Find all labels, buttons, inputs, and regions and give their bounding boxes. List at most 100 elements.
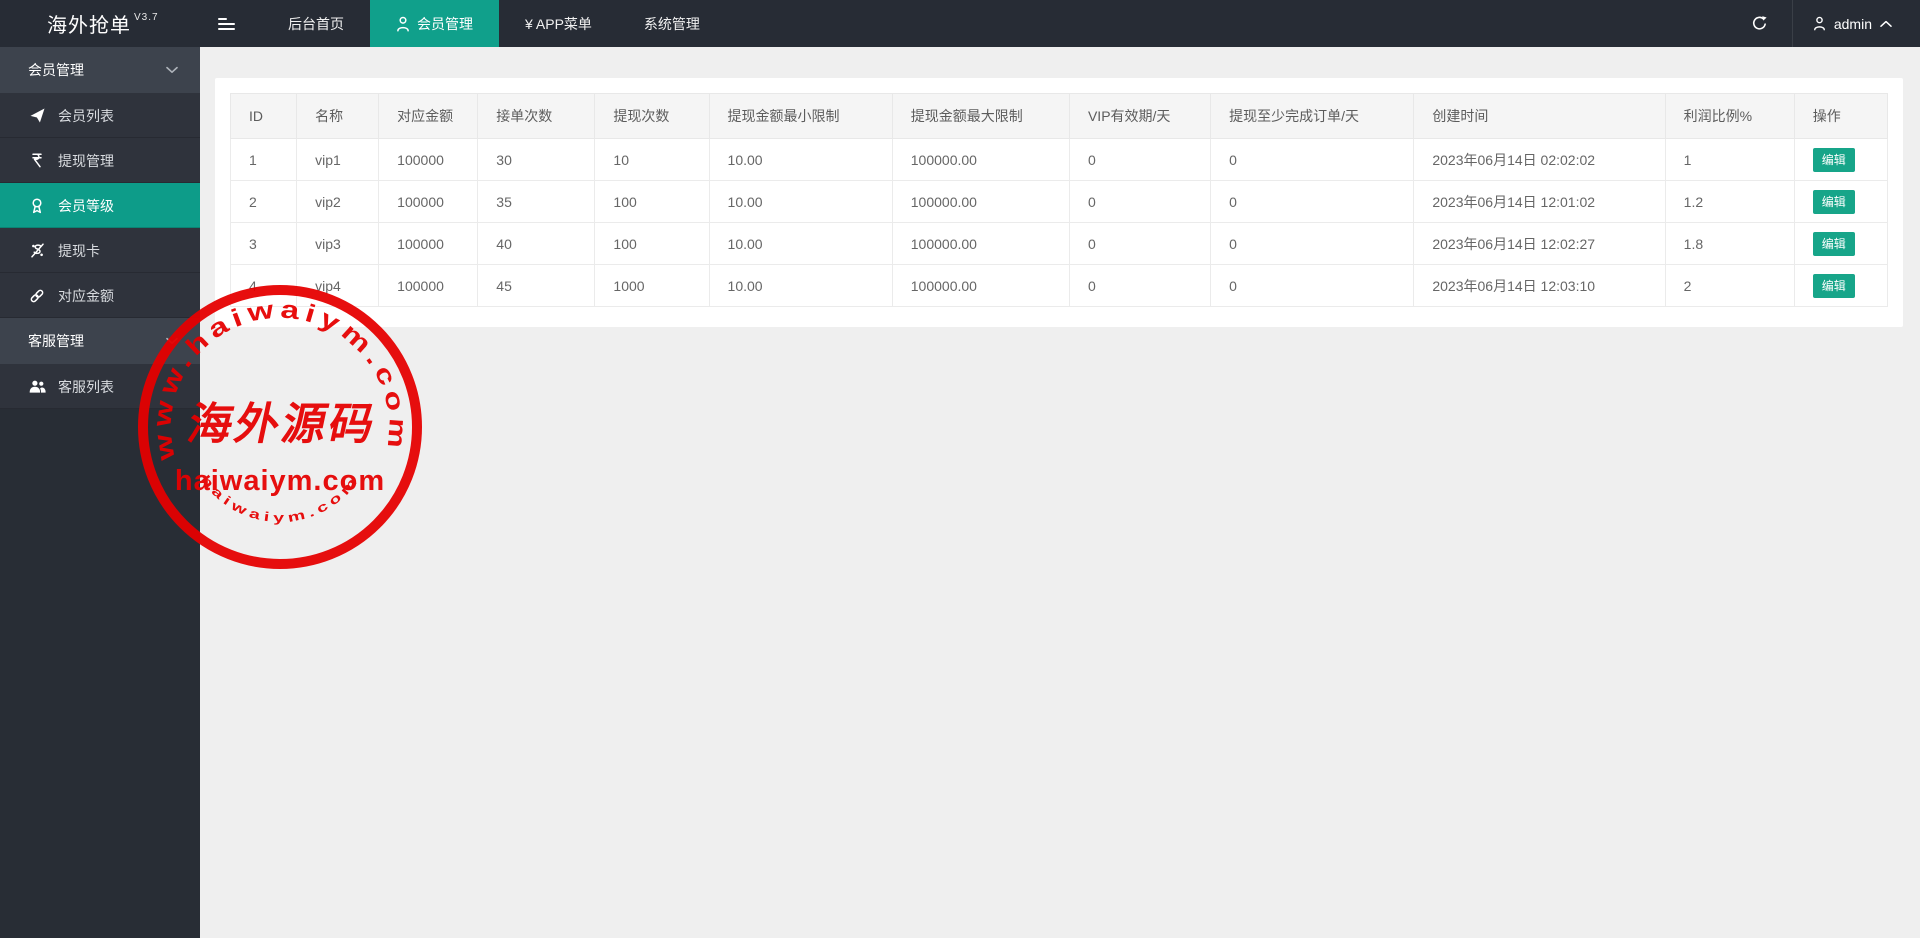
sidebar-item-withdraw-card[interactable]: 提现卡 xyxy=(0,228,200,273)
table-cell: 3 xyxy=(229,222,298,265)
refresh-button[interactable] xyxy=(1727,0,1792,47)
medal-icon xyxy=(28,197,46,214)
table-cell: 2023年06月14日 02:02:02 xyxy=(1413,138,1666,181)
sidebar-section-label: 客服管理 xyxy=(28,333,84,349)
table-cell: 0 xyxy=(1068,222,1212,265)
table-cell: 2 xyxy=(229,180,298,223)
table-cell: 100000.00 xyxy=(891,138,1070,181)
member-level-table: ID 名称 对应金额 接单次数 提现次数 提现金额最小限制 提现金额最大限制 VIP有效期/天… xyxy=(229,93,1889,307)
table-cell: 2023年06月14日 12:03:10 xyxy=(1413,264,1666,307)
actions-cell: 编辑 xyxy=(1793,180,1889,223)
table-cell: 100 xyxy=(594,222,710,265)
link-icon xyxy=(28,288,46,304)
column-header: 提现次数 xyxy=(594,93,710,139)
sidebar-item-member-level[interactable]: 会员等级 xyxy=(0,183,200,228)
chevron-down-icon xyxy=(166,337,178,344)
sidebar-section-customer-service[interactable]: 客服管理 xyxy=(0,318,200,364)
table-cell: 100000 xyxy=(378,138,479,181)
table-cell: 10.00 xyxy=(708,138,893,181)
sidebar-section-label: 会员管理 xyxy=(28,62,84,78)
column-header: 名称 xyxy=(296,93,380,139)
table-cell: 100000.00 xyxy=(891,222,1070,265)
sidebar-item-member-list[interactable]: 会员列表 xyxy=(0,93,200,138)
table-card: ID 名称 对应金额 接单次数 提现次数 提现金额最小限制 提现金额最大限制 VIP有效期/天… xyxy=(215,78,1903,327)
paper-plane-icon xyxy=(28,108,46,123)
app-title: 海外抢单 xyxy=(47,15,131,37)
tab-system-management[interactable]: 系统管理 xyxy=(618,0,726,47)
column-header: 创建时间 xyxy=(1413,93,1666,139)
table-cell: 0 xyxy=(1210,138,1415,181)
table-cell: 1.8 xyxy=(1664,222,1795,265)
sidebar-item-withdraw-management[interactable]: 提现管理 xyxy=(0,138,200,183)
rupee-icon xyxy=(28,153,46,168)
topbar: 海外抢单 V3.7 后台首页 会员管理 ¥ APP菜单 系统管理 xyxy=(0,0,1920,47)
table-cell: 100000 xyxy=(378,180,479,223)
main-content: ID 名称 对应金额 接单次数 提现次数 提现金额最小限制 提现金额最大限制 VIP有效期/天… xyxy=(200,47,1920,938)
table-body: 1 vip1 100000 30 10 10.00 100000.00 0 0 2023年06月1… xyxy=(229,138,1889,307)
tab-label: 系统管理 xyxy=(643,15,700,32)
top-navigation: 后台首页 会员管理 ¥ APP菜单 系统管理 xyxy=(262,0,726,47)
tab-label: 后台首页 xyxy=(288,15,344,32)
table-cell: 45 xyxy=(477,264,596,307)
table-cell: vip3 xyxy=(296,222,380,265)
table-cell: 0 xyxy=(1210,180,1415,223)
sidebar-item-label: 提现卡 xyxy=(58,242,100,259)
sidebar-item-customer-service-list[interactable]: 客服列表 xyxy=(0,364,200,409)
table-cell: 2023年06月14日 12:01:02 xyxy=(1413,180,1666,223)
sidebar-item-label: 会员列表 xyxy=(58,107,114,124)
table-cell: 0 xyxy=(1068,180,1212,223)
edit-button[interactable]: 编辑 xyxy=(1812,189,1855,214)
edit-button[interactable]: 编辑 xyxy=(1812,231,1855,256)
chevron-down-icon xyxy=(166,66,178,73)
column-header: 对应金额 xyxy=(378,93,479,139)
table-cell: 30 xyxy=(477,138,596,181)
actions-cell: 编辑 xyxy=(1793,138,1889,181)
table-cell: 1 xyxy=(1664,138,1795,181)
sidebar-item-label: 会员等级 xyxy=(58,197,114,214)
column-header: 提现金额最大限制 xyxy=(891,93,1070,139)
column-header: 操作 xyxy=(1793,93,1889,139)
chevron-up-icon xyxy=(1880,20,1892,27)
table-cell: 40 xyxy=(477,222,596,265)
table-cell: 0 xyxy=(1068,138,1212,181)
actions-cell: 编辑 xyxy=(1793,222,1889,265)
person-icon xyxy=(1813,16,1825,31)
tab-member-management[interactable]: 会员管理 xyxy=(370,0,499,47)
sidebar-section-member-management[interactable]: 会员管理 xyxy=(0,47,200,93)
table-cell: vip2 xyxy=(296,180,380,223)
hamburger-icon xyxy=(217,17,235,30)
table-cell: 1000 xyxy=(594,264,710,307)
edit-button[interactable]: 编辑 xyxy=(1812,147,1855,172)
table-cell: 100000 xyxy=(378,264,479,307)
table-cell: 10 xyxy=(594,138,710,181)
tab-label: 会员管理 xyxy=(417,15,473,32)
table-cell: 1.2 xyxy=(1664,180,1795,223)
tab-label: ¥ APP菜单 xyxy=(525,15,592,32)
sidebar-item-corresponding-amount[interactable]: 对应金额 xyxy=(0,273,200,318)
person-icon xyxy=(397,16,409,31)
table-row: 2 vip2 100000 35 100 10.00 100000.00 0 0 2023年06月… xyxy=(229,180,1889,223)
table-row: 1 vip1 100000 30 10 10.00 100000.00 0 0 2023年06月1… xyxy=(229,138,1889,181)
sidebar-item-label: 客服列表 xyxy=(58,378,114,395)
sidebar-item-label: 对应金额 xyxy=(58,287,114,304)
column-header: 利润比例% xyxy=(1664,93,1795,139)
topbar-right: admin xyxy=(1727,0,1920,47)
table-cell: 100000.00 xyxy=(891,264,1070,307)
tab-dashboard[interactable]: 后台首页 xyxy=(262,0,370,47)
table-header-row: ID 名称 对应金额 接单次数 提现次数 提现金额最小限制 提现金额最大限制 VIP有效期/天… xyxy=(229,93,1889,139)
tab-app-menu[interactable]: ¥ APP菜单 xyxy=(499,0,618,47)
edit-button[interactable]: 编辑 xyxy=(1812,273,1855,298)
sidebar: 会员管理 会员列表 提现管理 会员等级 xyxy=(0,47,200,938)
hamburger-menu-button[interactable] xyxy=(200,0,252,47)
table-cell: 35 xyxy=(477,180,596,223)
table-row: 4 vip4 100000 45 1000 10.00 100000.00 0 0 2023年06… xyxy=(229,264,1889,307)
table-cell: 100000 xyxy=(378,222,479,265)
table-cell: 0 xyxy=(1210,264,1415,307)
table-cell: 100000.00 xyxy=(891,180,1070,223)
app-version: V3.7 xyxy=(134,12,159,23)
table-cell: 0 xyxy=(1210,222,1415,265)
column-header: 提现至少完成订单/天 xyxy=(1210,93,1415,139)
table-cell: 2023年06月14日 12:02:27 xyxy=(1413,222,1666,265)
users-icon xyxy=(28,380,46,393)
admin-user-menu[interactable]: admin xyxy=(1791,0,1920,47)
